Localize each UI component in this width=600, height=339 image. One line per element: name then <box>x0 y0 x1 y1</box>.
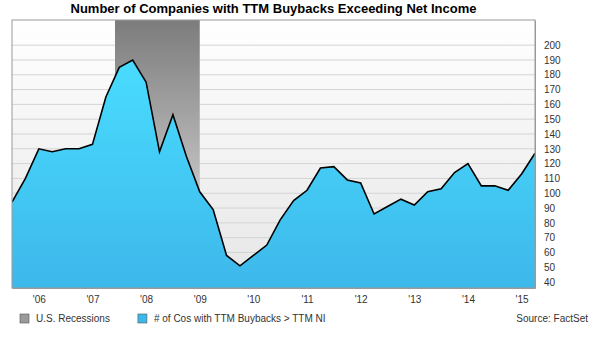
grid-line <box>12 134 535 135</box>
x-tick-label: '08 <box>140 294 153 305</box>
y-tick-label: 110 <box>544 173 560 184</box>
y-tick-label: 150 <box>544 114 561 125</box>
y-tick: 40 <box>535 277 556 288</box>
y-tick: 100 <box>535 188 561 199</box>
x-tick-label: '06 <box>33 294 46 305</box>
y-tick: 200 <box>535 40 561 51</box>
y-tick-label: 80 <box>544 218 556 229</box>
grid-line <box>12 89 535 90</box>
grid-line <box>12 45 535 46</box>
x-axis-line <box>13 288 536 289</box>
y-tick: 110 <box>535 173 560 184</box>
y-tick: 70 <box>535 232 556 243</box>
y-tick: 180 <box>535 69 561 80</box>
x-tick-label: '11 <box>301 294 314 305</box>
legend: U.S. Recessions # of Cos with TTM Buyback… <box>20 313 326 324</box>
y-axis: 40 50 60 70 80 90 100 110 120 130 140 150 160 170 180 1… <box>535 21 561 289</box>
y-tick: 50 <box>535 262 556 273</box>
y-tick-label: 200 <box>544 40 561 51</box>
plot: 40 50 60 70 80 90 100 110 120 130 140 150 160 170 180 1… <box>12 20 561 305</box>
y-tick-label: 160 <box>544 99 561 110</box>
x-axis: '06 '07 '08 '09 '10 '11 '12 '13 '14 '15 <box>13 288 536 305</box>
plot-frame <box>12 20 535 288</box>
x-tick-label: '14 <box>462 294 475 305</box>
y-tick-label: 90 <box>544 203 556 214</box>
y-tick-label: 60 <box>544 247 556 258</box>
y-tick: 170 <box>535 84 561 95</box>
source: Source: FactSet <box>516 313 588 324</box>
y-tick-label: 140 <box>544 129 561 140</box>
y-axis-line <box>535 21 536 289</box>
y-tick: 190 <box>535 55 561 66</box>
grid-line <box>12 59 535 60</box>
x-tick-label: '10 <box>247 294 260 305</box>
grid-line <box>12 119 535 120</box>
x-tick: '14 <box>462 288 475 305</box>
legend-label: U.S. Recessions <box>36 313 110 324</box>
y-tick: 80 <box>535 218 556 229</box>
title: Number of Companies with TTM Buybacks Ex… <box>71 1 477 16</box>
y-tick: 90 <box>535 203 556 214</box>
x-tick: '15 <box>516 288 529 305</box>
x-tick-label: '12 <box>355 294 368 305</box>
x-tick: '09 <box>194 288 207 305</box>
x-tick-label: '09 <box>194 294 207 305</box>
x-tick: '07 <box>86 288 99 305</box>
grid-line <box>12 74 535 75</box>
y-tick: 150 <box>535 114 561 125</box>
marks <box>12 20 535 288</box>
x-tick-label: '07 <box>86 294 99 305</box>
x-tick-label: '13 <box>408 294 421 305</box>
x-tick: '12 <box>355 288 368 305</box>
y-tick: 130 <box>535 144 561 155</box>
x-tick: '13 <box>408 288 421 305</box>
line <box>12 60 535 266</box>
y-tick-label: 190 <box>544 55 561 66</box>
plot-background <box>12 20 535 288</box>
y-tick: 160 <box>535 99 561 110</box>
y-tick-label: 130 <box>544 144 561 155</box>
y-tick-label: 70 <box>544 232 556 243</box>
y-tick: 120 <box>535 158 561 169</box>
x-tick: '06 <box>33 288 46 305</box>
legend-label: # of Cos with TTM Buybacks > TTM NI <box>154 313 326 324</box>
y-tick-label: 50 <box>544 262 556 273</box>
y-tick-label: 40 <box>544 277 556 288</box>
y-tick: 140 <box>535 129 561 140</box>
area <box>12 60 535 288</box>
legend-swatch <box>138 314 147 323</box>
y-tick-label: 120 <box>544 158 561 169</box>
x-tick: '08 <box>140 288 153 305</box>
y-tick-label: 100 <box>544 188 561 199</box>
x-tick-label: '15 <box>516 294 529 305</box>
legend-swatch <box>20 314 29 323</box>
y-tick: 60 <box>535 247 556 258</box>
x-tick: '11 <box>301 288 314 305</box>
chart: Number of Companies with TTM Buybacks Ex… <box>0 0 600 339</box>
y-tick-label: 170 <box>544 84 561 95</box>
x-tick: '10 <box>247 288 260 305</box>
y-tick-label: 180 <box>544 69 561 80</box>
grid-line <box>12 104 535 105</box>
